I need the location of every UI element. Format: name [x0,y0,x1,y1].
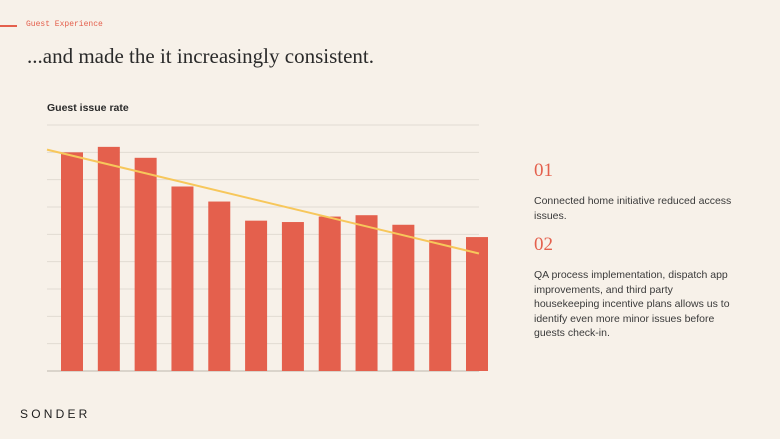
bar-5 [208,201,231,371]
bar-2 [97,146,120,371]
point-number-1: 01 [534,160,553,181]
bar-3 [134,157,157,371]
slide-title: ...and made the it increasingly consiste… [27,44,374,68]
bar-8 [318,216,341,371]
bar-9 [355,215,378,371]
bar-7 [281,222,304,371]
sonder-logo: SONDER [20,407,91,421]
trendline [46,148,480,255]
bar-12 [466,237,488,371]
bar-6 [245,220,268,371]
point-text-2: QA process implementation, dispatch app … [534,269,730,339]
section-accent-bar [0,25,17,27]
bar-4 [171,186,194,371]
bar-1 [61,152,83,371]
point-text-1: Connected home initiative reduced access… [534,195,732,222]
section-label: Guest Experience [26,20,103,29]
point-number-2: 02 [534,234,553,255]
chart-title: Guest issue rate [47,102,129,114]
bar-10 [392,224,415,371]
bar-11 [429,239,452,371]
chart-bars [61,146,488,371]
chart-trendline-group [46,148,480,255]
